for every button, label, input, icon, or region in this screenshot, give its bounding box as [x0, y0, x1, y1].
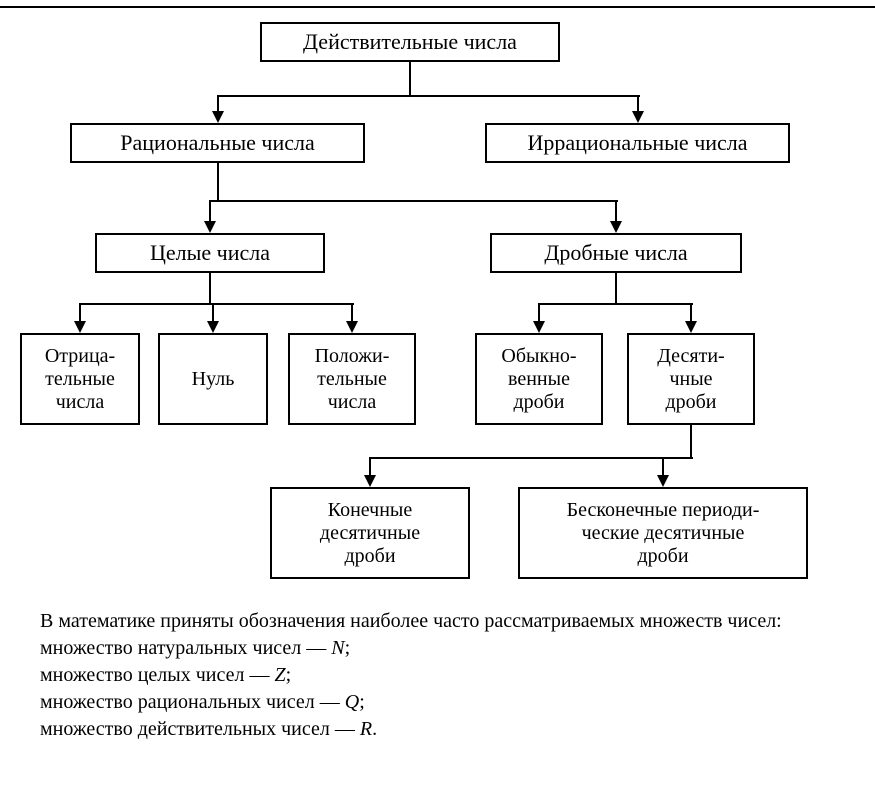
node-zero: Нуль: [158, 333, 268, 425]
caption-intro: В математике приняты обозначения наиболе…: [16, 608, 861, 635]
arrow-head-icon: [610, 221, 622, 233]
node-negative: Отрица- тельные числа: [20, 333, 140, 425]
caption-line: множество целых чисел — Z;: [16, 662, 861, 689]
top-divider: [0, 6, 875, 8]
connector-line: [79, 303, 81, 323]
connector-line: [212, 303, 214, 323]
node-irrational: Иррациональные числа: [485, 123, 790, 163]
node-periodic_dec: Бесконечные периоди- ческие десятичные д…: [518, 487, 808, 579]
node-label: Нуль: [192, 368, 235, 391]
node-label: Конечные десятичные дроби: [320, 499, 420, 568]
arrow-head-icon: [364, 475, 376, 487]
connector-line: [662, 457, 664, 477]
connector-line: [209, 273, 211, 305]
node-integer: Целые числа: [95, 233, 325, 273]
arrow-head-icon: [632, 111, 644, 123]
node-label: Бесконечные периоди- ческие десятичные д…: [567, 499, 760, 568]
node-label: Иррациональные числа: [527, 130, 747, 155]
connector-line: [538, 303, 540, 323]
arrow-head-icon: [685, 321, 697, 333]
node-label: Рациональные числа: [120, 130, 314, 155]
node-label: Отрица- тельные числа: [45, 345, 115, 414]
connector-line: [539, 303, 693, 305]
arrow-head-icon: [657, 475, 669, 487]
node-common_frac: Обыкно- венные дроби: [475, 333, 603, 425]
node-label: Десяти- чные дроби: [657, 345, 724, 414]
connector-line: [370, 457, 693, 459]
connector-line: [209, 200, 211, 223]
connector-line: [690, 425, 692, 459]
node-positive: Положи- тельные числа: [288, 333, 416, 425]
arrow-head-icon: [533, 321, 545, 333]
arrow-head-icon: [346, 321, 358, 333]
number-sets-diagram: Действительные числа Рациональные числа Ир…: [0, 0, 875, 797]
arrow-head-icon: [212, 111, 224, 123]
connector-line: [615, 273, 617, 305]
arrow-head-icon: [207, 321, 219, 333]
node-label: Обыкно- венные дроби: [501, 345, 576, 414]
node-label: Дробные числа: [544, 240, 687, 265]
arrow-head-icon: [204, 221, 216, 233]
caption-line: множество рациональных чисел — Q;: [16, 689, 861, 716]
node-decimal_frac: Десяти- чные дроби: [627, 333, 755, 425]
node-rational: Рациональные числа: [70, 123, 365, 163]
node-label: Положи- тельные числа: [315, 345, 390, 414]
caption-line: множество действительных чисел — R.: [16, 716, 861, 743]
node-fractional: Дробные числа: [490, 233, 742, 273]
node-real: Действительные числа: [260, 22, 560, 62]
caption-text: В математике приняты обозначения наиболе…: [16, 608, 861, 743]
node-finite_dec: Конечные десятичные дроби: [270, 487, 470, 579]
connector-line: [218, 95, 640, 97]
caption-line: множество натуральных чисел — N;: [16, 635, 861, 662]
connector-line: [80, 303, 354, 305]
arrow-head-icon: [74, 321, 86, 333]
connector-line: [615, 200, 617, 223]
node-label: Действительные числа: [303, 29, 517, 54]
connector-line: [210, 200, 618, 202]
connector-line: [690, 303, 692, 323]
connector-line: [369, 457, 371, 477]
connector-line: [409, 62, 411, 97]
connector-line: [217, 163, 219, 202]
connector-line: [351, 303, 353, 323]
node-label: Целые числа: [150, 240, 270, 265]
